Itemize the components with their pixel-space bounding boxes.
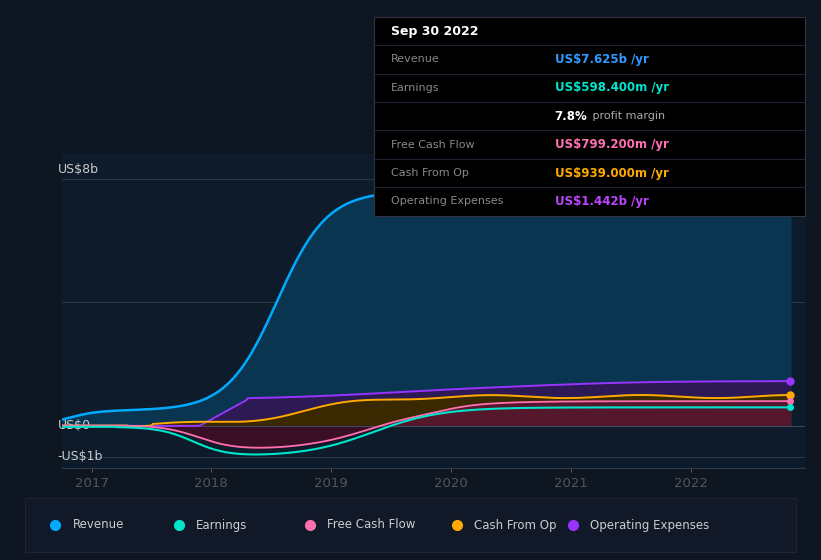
Text: 7.8%: 7.8% bbox=[555, 110, 587, 123]
Text: US$939.000m /yr: US$939.000m /yr bbox=[555, 166, 668, 180]
Text: Cash From Op: Cash From Op bbox=[474, 519, 557, 531]
Text: profit margin: profit margin bbox=[589, 111, 665, 121]
Text: US$0: US$0 bbox=[57, 419, 91, 432]
Text: Operating Expenses: Operating Expenses bbox=[589, 519, 709, 531]
Text: Free Cash Flow: Free Cash Flow bbox=[327, 519, 415, 531]
Text: Earnings: Earnings bbox=[391, 83, 439, 93]
Text: Earnings: Earnings bbox=[196, 519, 247, 531]
Text: Revenue: Revenue bbox=[391, 54, 439, 64]
Text: Revenue: Revenue bbox=[72, 519, 124, 531]
Text: US$598.400m /yr: US$598.400m /yr bbox=[555, 81, 669, 94]
Text: -US$1b: -US$1b bbox=[57, 450, 103, 463]
Text: Free Cash Flow: Free Cash Flow bbox=[391, 139, 475, 150]
Text: Operating Expenses: Operating Expenses bbox=[391, 197, 503, 207]
Text: Cash From Op: Cash From Op bbox=[391, 168, 469, 178]
Text: Sep 30 2022: Sep 30 2022 bbox=[391, 25, 479, 38]
Text: US$799.200m /yr: US$799.200m /yr bbox=[555, 138, 668, 151]
Text: US$1.442b /yr: US$1.442b /yr bbox=[555, 195, 649, 208]
Text: US$7.625b /yr: US$7.625b /yr bbox=[555, 53, 649, 66]
Text: US$8b: US$8b bbox=[57, 162, 99, 176]
